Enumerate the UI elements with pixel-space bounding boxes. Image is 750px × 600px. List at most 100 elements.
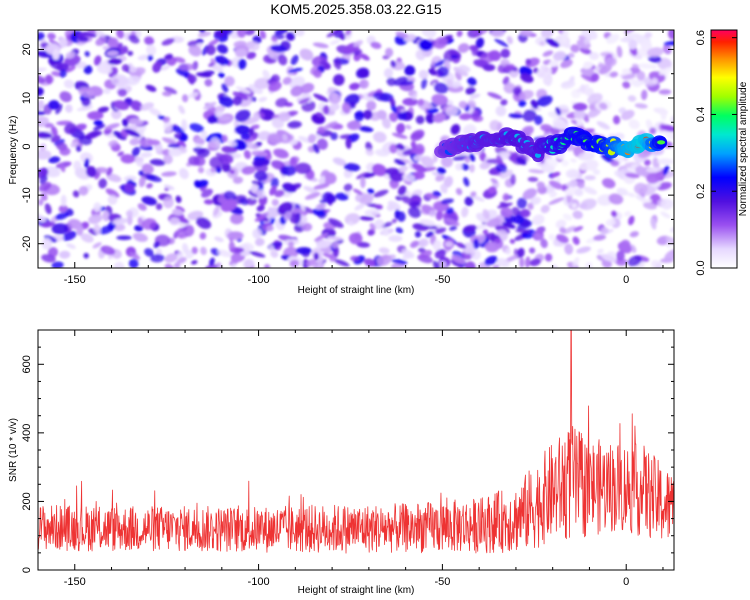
spectrogram-cell xyxy=(113,100,130,111)
spectrogram-cell xyxy=(120,154,136,164)
spectrogram-cell xyxy=(216,44,228,54)
spectrogram-cell xyxy=(354,203,365,211)
spectrogram-cell xyxy=(330,132,338,141)
spectrogram-cell xyxy=(55,212,69,220)
spectrogram-cell xyxy=(220,199,237,212)
spectrogram-cell xyxy=(367,188,375,194)
spectrogram-cell xyxy=(659,107,667,119)
spectrogram-cell xyxy=(162,149,171,156)
spectrogram-cell xyxy=(402,173,416,182)
spectrogram-cell xyxy=(219,115,232,121)
spectrogram-cell xyxy=(663,165,670,176)
spectrogram-cell xyxy=(548,197,565,205)
spectrogram-cell xyxy=(464,156,471,164)
spectrogram-cell xyxy=(428,210,437,218)
spectrogram-cell xyxy=(469,153,476,162)
spectrogram-cell xyxy=(412,171,425,180)
spectrogram-cell xyxy=(390,60,397,68)
spectrogram-cell xyxy=(419,249,433,259)
spectrogram-cell xyxy=(580,84,586,95)
spectrogram-cell xyxy=(544,253,553,262)
spectrogram-cell xyxy=(343,163,361,172)
spectrogram-cell xyxy=(241,166,256,175)
signal-cell xyxy=(657,140,666,145)
spectrogram-cell xyxy=(52,48,60,61)
spectrogram-cell xyxy=(627,95,637,102)
spectrogram-cell xyxy=(289,156,298,169)
spectrogram-cell xyxy=(107,58,123,65)
spectrogram-cell xyxy=(471,109,480,121)
colorbar-ticks: 0.0 0.2 0.4 0.6 xyxy=(695,30,737,276)
spectrogram-cell xyxy=(410,240,420,248)
spectrogram-cell xyxy=(457,43,470,53)
spectrogram-cell xyxy=(319,175,326,186)
spectrogram-cell xyxy=(252,112,261,122)
spectrogram-cell xyxy=(93,223,101,235)
spectrogram-cell xyxy=(366,100,377,111)
spectrogram-cell xyxy=(612,115,621,125)
spectrogram-cell xyxy=(451,255,466,265)
spectrogram-cell xyxy=(48,156,61,164)
spectrogram-cell xyxy=(73,160,82,171)
spectrogram-cell xyxy=(235,48,247,58)
spectrogram-cell xyxy=(38,110,46,116)
spectrogram-cell xyxy=(565,168,580,179)
spectrogram-cell xyxy=(93,124,106,131)
snr-plot-area xyxy=(38,330,674,554)
spectrogram-x-label: Height of straight line (km) xyxy=(298,285,415,296)
spectrogram-cell xyxy=(131,146,141,157)
spectrogram-cell xyxy=(532,214,545,226)
spectrogram-cell xyxy=(270,250,279,258)
spectrogram-cell xyxy=(386,77,396,86)
spectrogram-cell xyxy=(58,204,68,213)
spectrogram-cell xyxy=(518,90,534,101)
spectrogram-cell xyxy=(38,149,52,160)
spectrogram-cell xyxy=(547,111,560,119)
x-tick-label: 0 xyxy=(623,576,629,588)
spectrogram-cell xyxy=(175,206,185,213)
spectrogram-cell xyxy=(59,147,71,156)
spectrogram-cell xyxy=(313,69,322,78)
spectrogram-cell xyxy=(287,241,295,248)
spectrogram-cell xyxy=(323,172,337,185)
spectrogram-cell xyxy=(516,157,527,165)
spectrogram-cell xyxy=(616,250,625,261)
spectrogram-cell xyxy=(285,32,296,41)
spectrogram-cell xyxy=(122,45,129,54)
spectrogram-cell xyxy=(540,238,548,249)
spectrogram-cell xyxy=(455,242,467,249)
spectrogram-cell xyxy=(178,168,189,180)
spectrogram-cell xyxy=(75,145,82,152)
y-tick-label: 0 xyxy=(21,144,33,150)
spectrogram-cell xyxy=(405,124,412,130)
spectrogram-cell xyxy=(255,238,265,247)
spectrogram-cell xyxy=(385,167,400,176)
spectrogram-cell xyxy=(424,224,438,230)
spectrogram-cell xyxy=(625,172,640,179)
spectrogram-cell xyxy=(117,151,125,157)
spectrogram-cell xyxy=(102,210,110,222)
spectrogram-cell xyxy=(313,183,330,190)
spectrogram-cell xyxy=(518,99,527,107)
spectrogram-cell xyxy=(522,109,537,122)
spectrogram-cell xyxy=(450,54,459,60)
spectrogram-cell xyxy=(645,119,653,131)
spectrogram-cell xyxy=(89,130,103,137)
spectrogram-cell xyxy=(210,248,221,256)
spectrogram-cell xyxy=(218,95,234,108)
spectrogram-cell xyxy=(161,171,177,177)
x-tick-label: -50 xyxy=(434,576,450,588)
spectrogram-cell xyxy=(373,189,389,198)
spectrogram-cell xyxy=(646,167,662,173)
spectrogram-cell xyxy=(141,218,157,230)
spectrogram-cell xyxy=(213,205,220,216)
spectrogram-cell xyxy=(38,32,45,41)
spectrogram-cell xyxy=(266,225,274,232)
spectrogram-cell xyxy=(284,211,292,221)
spectrogram-cell xyxy=(658,66,674,76)
spectrogram-cell xyxy=(298,97,310,105)
spectrogram-cell xyxy=(38,116,50,127)
snr-y-label: SNR (10 * v/v) xyxy=(8,418,19,482)
spectrogram-cell xyxy=(456,30,463,37)
